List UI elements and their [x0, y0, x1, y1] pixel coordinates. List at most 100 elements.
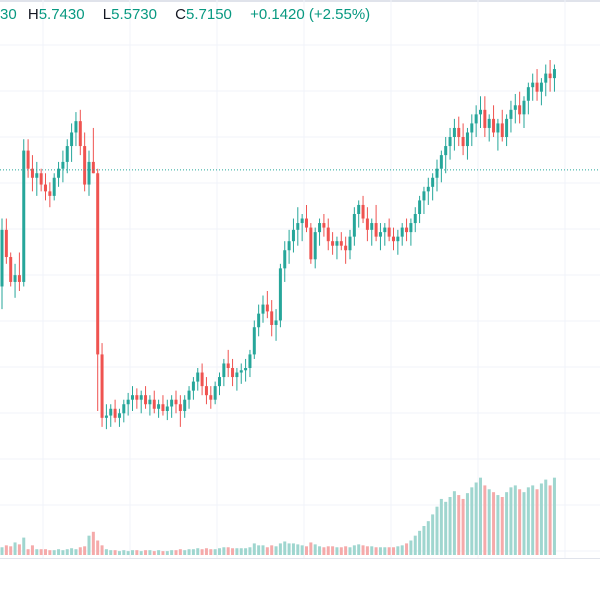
candle-body: [78, 121, 82, 147]
candle-body: [131, 395, 134, 400]
candle-body: [422, 191, 426, 201]
volume-bar: [122, 550, 126, 555]
candle-body: [70, 132, 74, 147]
volume-bar: [296, 544, 300, 555]
volume-bar: [522, 492, 526, 555]
volume-bar: [4, 545, 8, 555]
volume-bar: [174, 550, 178, 555]
legend-close-value: 5.7150: [186, 6, 232, 23]
volume-bar: [552, 477, 556, 555]
candle-body: [239, 370, 243, 373]
volume-bar: [413, 535, 417, 555]
volume-bar: [539, 483, 543, 555]
candle-body: [465, 132, 469, 147]
volume-bar: [348, 547, 352, 555]
volume-bar: [91, 531, 95, 555]
volume-bar: [544, 479, 548, 555]
volume-bar: [139, 551, 143, 555]
volume-bar: [365, 546, 369, 555]
candle-body: [174, 399, 178, 405]
candle-body: [361, 204, 365, 219]
volume-bar: [65, 549, 69, 555]
volume-bar: [170, 550, 174, 555]
volume-bar: [96, 540, 100, 555]
volume-bar: [52, 550, 56, 555]
volume-bar: [331, 546, 335, 555]
candle-body: [22, 150, 26, 282]
volume-bar: [261, 545, 265, 555]
volume-bar: [513, 485, 517, 555]
volume-bar: [213, 549, 217, 555]
candle-body: [57, 168, 61, 178]
candle-body: [35, 173, 39, 178]
candle-body: [17, 275, 21, 282]
candle-body: [457, 127, 461, 137]
candle-body: [348, 236, 352, 251]
candle-body: [479, 109, 482, 115]
candle-body: [213, 386, 217, 400]
legend-open-value: 30: [0, 6, 17, 23]
volume-bar: [178, 549, 182, 555]
volume-bar: [274, 546, 278, 555]
candle-body: [278, 268, 282, 321]
candle-body: [313, 232, 317, 260]
candle-body: [87, 161, 91, 185]
volume-bar: [74, 549, 78, 555]
volume-bar: [357, 544, 361, 555]
candle-body: [461, 137, 465, 147]
volume-bar: [144, 550, 148, 555]
candle-body: [283, 250, 287, 269]
volume-bar: [426, 521, 430, 555]
candle-body: [318, 223, 322, 233]
volume-bar: [248, 547, 252, 555]
candle-body: [13, 275, 17, 282]
candle-body: [505, 118, 509, 137]
candle-body: [30, 168, 34, 178]
candle-body: [326, 227, 330, 242]
volume-bar: [483, 485, 487, 555]
candle-body: [509, 109, 513, 119]
legend-low-label: L: [102, 6, 112, 23]
volume-bar: [457, 495, 461, 555]
candle-body: [518, 105, 522, 115]
volume-bar: [131, 550, 134, 555]
volume-bar: [187, 549, 191, 555]
candle-body: [191, 381, 195, 391]
candle-body: [244, 368, 248, 371]
volume-bar: [518, 489, 522, 555]
volume-bar: [474, 482, 478, 555]
volume-bar: [444, 501, 448, 555]
volume-bar: [309, 542, 313, 555]
volume-bar: [439, 498, 443, 555]
volume-bar: [378, 547, 382, 555]
candle-body: [522, 100, 526, 115]
volume-bar: [326, 546, 330, 555]
candle-body: [61, 161, 65, 169]
volume-bar: [305, 546, 308, 555]
volume-bar: [117, 551, 121, 555]
candle-body: [157, 404, 161, 409]
candle-body: [126, 399, 130, 405]
candle-body: [470, 123, 474, 133]
candle-body: [444, 146, 448, 156]
volume-bar: [270, 545, 274, 555]
time-axis-bar: [0, 558, 600, 601]
volume-bar: [252, 543, 256, 555]
volume-bar: [83, 546, 87, 555]
volume-bar: [509, 487, 513, 555]
candle-body: [91, 161, 95, 174]
volume-bar: [548, 485, 552, 555]
volume-bar: [300, 545, 304, 555]
candle-body: [113, 408, 117, 418]
volume-bar: [344, 546, 348, 555]
candle-body: [104, 415, 108, 418]
candle-body: [270, 311, 274, 325]
candle-body: [209, 395, 213, 400]
candle-body: [492, 118, 496, 133]
candle-body: [187, 390, 191, 400]
volume-bar: [13, 542, 17, 555]
volume-bar: [400, 545, 404, 555]
volume-bar: [422, 526, 426, 555]
